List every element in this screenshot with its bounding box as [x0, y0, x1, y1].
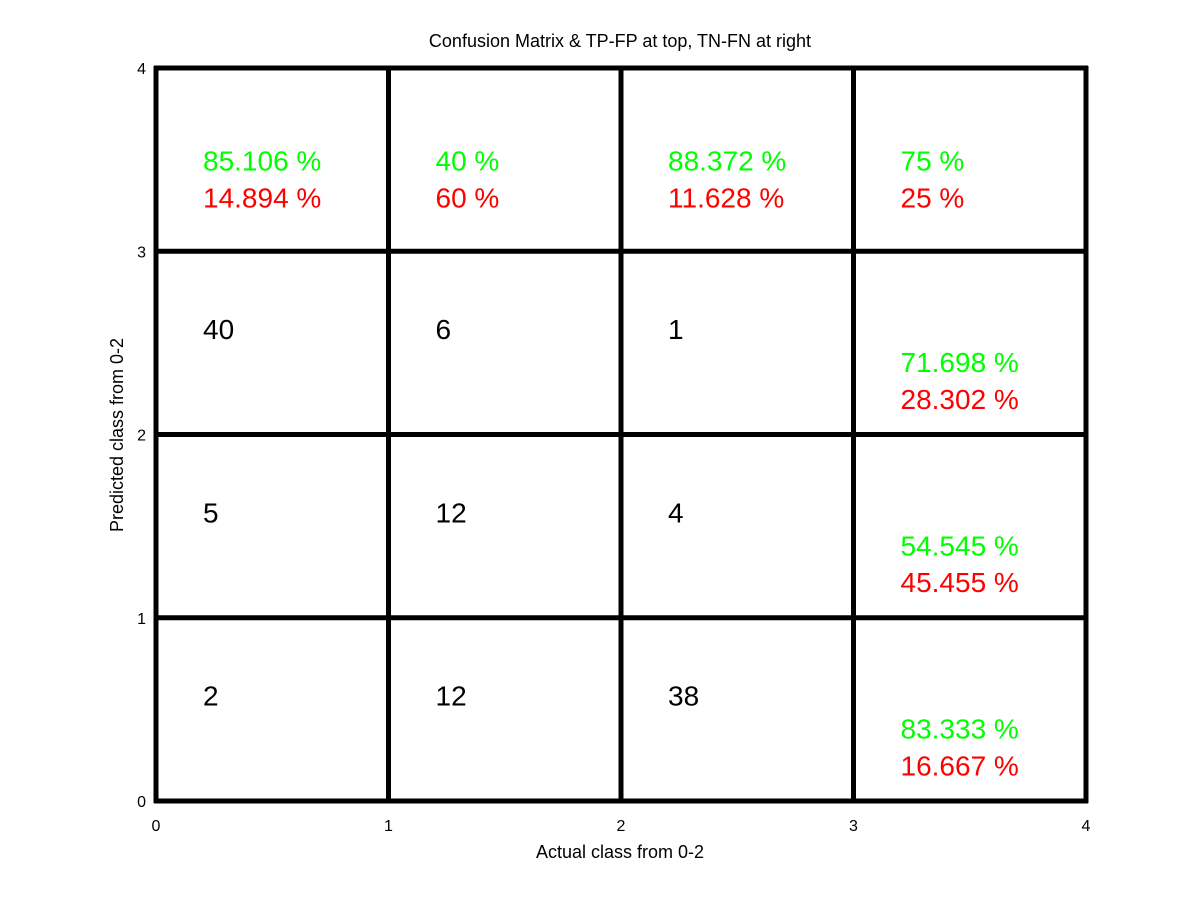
- y-tick-label: 0: [137, 794, 146, 811]
- fp-percent: 25 %: [901, 182, 965, 213]
- fp-percent: 60 %: [436, 182, 500, 213]
- matrix-count: 40: [203, 314, 234, 345]
- x-tick-label: 1: [384, 818, 393, 835]
- y-tick-label: 2: [137, 428, 146, 445]
- y-tick-label: 4: [137, 61, 146, 78]
- tn-percent: 54.545 %: [901, 530, 1019, 561]
- matrix-count: 38: [668, 681, 699, 712]
- y-tick-label: 1: [137, 611, 146, 628]
- y-tick-label: 3: [137, 244, 146, 261]
- fp-percent: 11.628 %: [668, 182, 784, 213]
- matrix-count: 1: [668, 314, 684, 345]
- x-tick-label: 0: [152, 818, 161, 835]
- fp-percent: 14.894 %: [203, 182, 321, 213]
- matrix-count: 4: [668, 497, 684, 528]
- matrix-count: 12: [436, 497, 467, 528]
- tp-percent: 85.106 %: [203, 146, 321, 177]
- x-axis-label: Actual class from 0-2: [536, 842, 704, 862]
- fn-percent: 28.302 %: [901, 384, 1019, 415]
- y-axis-label: Predicted class from 0-2: [107, 338, 127, 532]
- fn-percent: 45.455 %: [901, 567, 1019, 598]
- x-tick-label: 4: [1082, 818, 1091, 835]
- matrix-count: 5: [203, 497, 219, 528]
- matrix-cells: 40 6 1 5 12 4 2 12 38 85.106 % 14.894 % 40 % 60 % 88.…: [203, 146, 1019, 782]
- tn-percent: 83.333 %: [901, 714, 1019, 745]
- chart-title: Confusion Matrix & TP-FP at top, TN-FN a…: [429, 31, 811, 51]
- tp-percent: 75 %: [901, 146, 965, 177]
- tn-percent: 71.698 %: [901, 347, 1019, 378]
- matrix-count: 12: [436, 681, 467, 712]
- x-tick-label: 3: [849, 818, 858, 835]
- tp-percent: 40 %: [436, 146, 500, 177]
- matrix-count: 6: [436, 314, 452, 345]
- tp-percent: 88.372 %: [668, 146, 786, 177]
- matrix-count: 2: [203, 681, 219, 712]
- fn-percent: 16.667 %: [901, 750, 1019, 781]
- x-tick-label: 2: [617, 818, 626, 835]
